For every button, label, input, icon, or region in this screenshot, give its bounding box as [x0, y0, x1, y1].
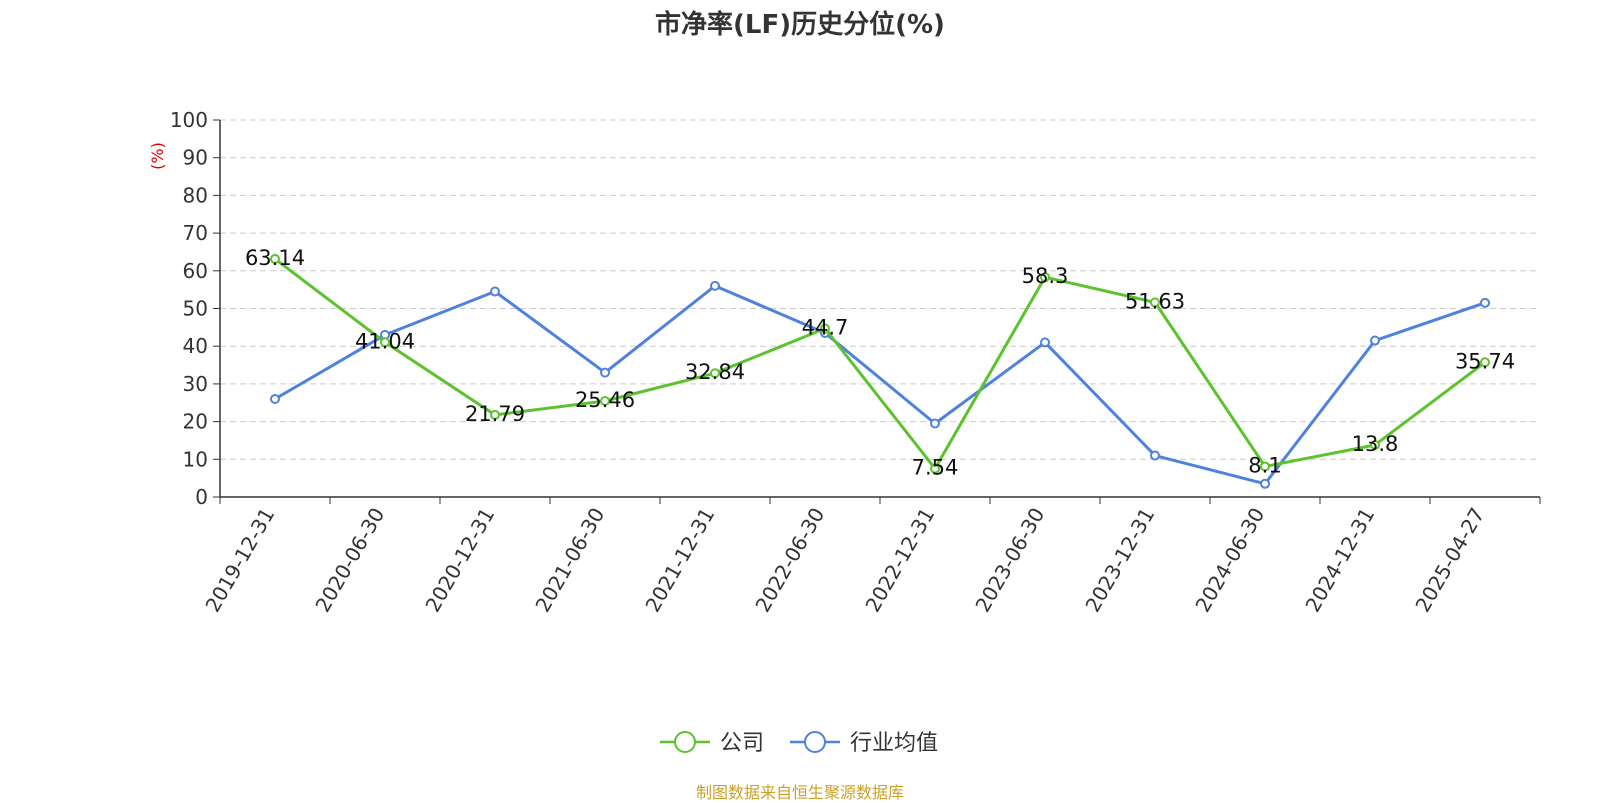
y-tick-label: 40 — [183, 334, 208, 358]
data-point — [1480, 357, 1490, 368]
data-label: 58.3 — [1022, 264, 1069, 288]
data-label: 13.8 — [1352, 432, 1399, 456]
x-tick-label: 2020-12-31 — [420, 504, 499, 617]
data-point — [1150, 450, 1160, 461]
x-tick-label: 2023-06-30 — [970, 504, 1049, 617]
data-label-layer: 63.14 41.04 21.79 25.46 32.84 44.7 7.54 58.3 51.… — [245, 246, 1515, 480]
legend-label: 行业均值 — [850, 731, 938, 756]
data-point — [1040, 337, 1050, 348]
data-label: 35.74 — [1455, 349, 1515, 373]
data-source-note: 制图数据来自恒生聚源数据库 — [695, 783, 904, 802]
data-label: 21.79 — [465, 402, 525, 426]
x-tick-label: 2021-12-31 — [640, 504, 719, 617]
data-label: 25.46 — [575, 388, 635, 412]
data-label: 44.7 — [802, 315, 849, 339]
data-point — [1370, 439, 1380, 450]
axis-layer: 0 10 20 30 40 50 60 70 80 90 100 2019-12-31 2020-06-… — [170, 108, 1541, 617]
data-point — [600, 367, 610, 378]
data-point — [930, 418, 940, 429]
data-point — [1040, 272, 1050, 283]
data-label: 32.84 — [685, 360, 745, 384]
chart-title: 市净率(LF)历史分位(%) — [655, 10, 945, 40]
x-tick-label: 2019-12-31 — [200, 504, 279, 617]
y-tick-label: 100 — [170, 108, 208, 132]
legend-label: 公司 — [720, 731, 764, 756]
y-tick-label: 30 — [183, 372, 208, 396]
data-point — [820, 323, 830, 334]
data-label: 63.14 — [245, 246, 305, 270]
data-point — [1260, 461, 1270, 472]
y-tick-label: 20 — [183, 410, 208, 434]
legend-swatch-marker — [804, 731, 826, 753]
x-tick-label: 2023-12-31 — [1080, 504, 1159, 617]
data-point — [1370, 335, 1380, 346]
data-point — [270, 393, 280, 404]
x-tick-label: 2025-04-27 — [1410, 504, 1489, 617]
y-tick-label: 10 — [183, 447, 208, 471]
legend-swatch-marker — [674, 731, 696, 753]
y-tick-label: 50 — [183, 297, 208, 321]
x-tick-label: 2020-06-30 — [310, 504, 389, 617]
series-layer — [270, 253, 1490, 489]
x-tick-label: 2022-12-31 — [860, 504, 939, 617]
x-tick-label: 2024-06-30 — [1190, 504, 1269, 617]
data-point — [490, 286, 500, 297]
data-point — [490, 409, 500, 420]
legend: 公司 行业均值 — [660, 731, 938, 756]
data-point — [380, 337, 390, 348]
data-label: 8.1 — [1248, 453, 1281, 477]
data-point — [930, 463, 940, 474]
data-point — [1260, 478, 1270, 489]
x-tick-label: 2021-06-30 — [530, 504, 609, 617]
data-point — [1480, 297, 1490, 308]
y-tick-label: 60 — [183, 259, 208, 283]
x-tick-label: 2024-12-31 — [1300, 504, 1379, 617]
data-point — [600, 396, 610, 407]
y-tick-label: 0 — [195, 485, 208, 509]
data-label: 41.04 — [355, 329, 415, 353]
series-line — [274, 284, 1486, 486]
data-point — [710, 280, 720, 291]
data-label: 51.63 — [1125, 289, 1185, 313]
y-tick-label: 90 — [183, 146, 208, 170]
y-axis-label: (%) — [148, 142, 167, 170]
data-point — [270, 253, 280, 264]
series-line — [274, 257, 1486, 471]
y-tick-label: 70 — [183, 221, 208, 245]
data-point — [1150, 297, 1160, 308]
data-point — [710, 368, 720, 379]
x-tick-label: 2022-06-30 — [750, 504, 829, 617]
grid-layer — [220, 119, 1540, 460]
y-tick-label: 80 — [183, 183, 208, 207]
data-label: 7.54 — [912, 456, 959, 480]
